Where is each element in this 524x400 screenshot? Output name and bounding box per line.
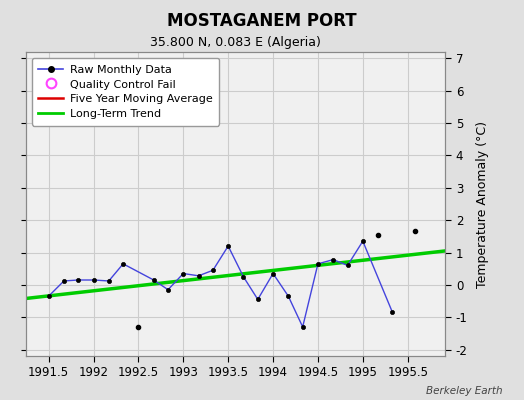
Text: Berkeley Earth: Berkeley Earth [427,386,503,396]
Raw Monthly Data [150,278,157,282]
Text: MOSTAGANEM PORT: MOSTAGANEM PORT [167,12,357,30]
Raw Monthly Data [90,278,96,282]
Raw Monthly Data [315,262,321,266]
Raw Monthly Data [255,297,261,302]
Raw Monthly Data [75,278,81,282]
Raw Monthly Data [120,262,126,266]
Raw Monthly Data [195,273,202,278]
Raw Monthly Data [241,274,247,279]
Title: 35.800 N, 0.083 E (Algeria): 35.800 N, 0.083 E (Algeria) [150,36,321,50]
Raw Monthly Data [180,271,187,276]
Legend: Raw Monthly Data, Quality Control Fail, Five Year Moving Average, Long-Term Tren: Raw Monthly Data, Quality Control Fail, … [32,58,219,126]
Raw Monthly Data [225,244,231,248]
Raw Monthly Data [165,287,171,292]
Raw Monthly Data [106,278,112,283]
Raw Monthly Data [285,294,291,298]
Raw Monthly Data [270,271,276,276]
Raw Monthly Data [344,263,351,268]
Raw Monthly Data [389,310,396,315]
Raw Monthly Data [330,257,336,262]
Raw Monthly Data [46,294,52,298]
Y-axis label: Temperature Anomaly (°C): Temperature Anomaly (°C) [476,120,489,288]
Raw Monthly Data [359,239,366,244]
Raw Monthly Data [61,278,67,283]
Raw Monthly Data [210,268,216,273]
Raw Monthly Data [300,324,306,329]
Line: Raw Monthly Data: Raw Monthly Data [47,239,395,329]
